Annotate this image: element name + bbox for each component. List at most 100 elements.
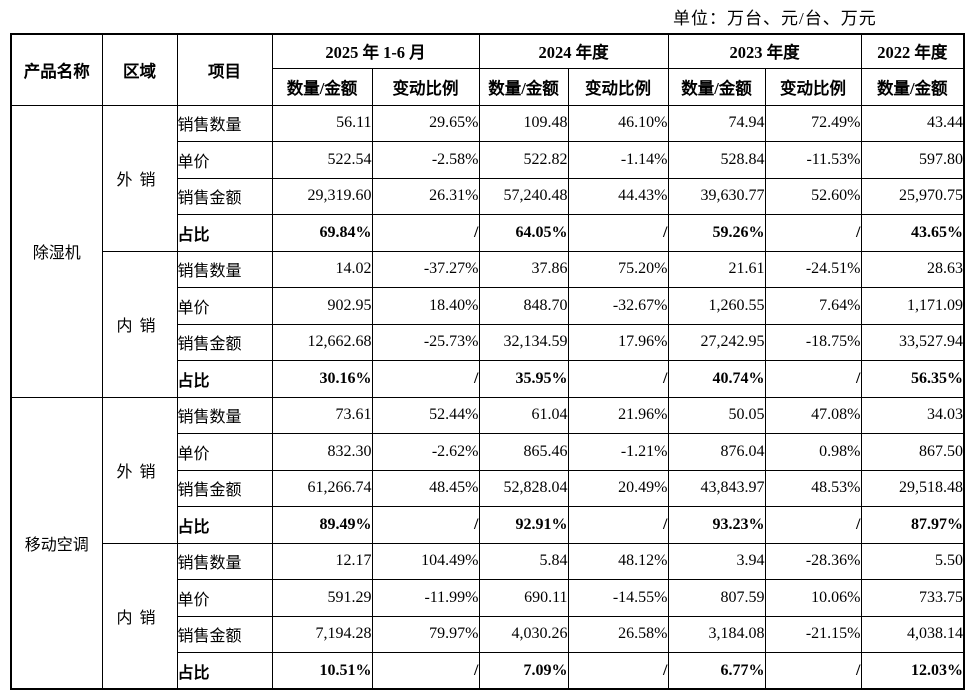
item-label-cell: 占比 [176,360,273,398]
value-cell: 48.53% [764,469,862,507]
unit-label: 单位：万台、元/台、万元 [673,9,877,28]
value-cell: 4,030.26 [478,615,569,653]
value-cell: -25.73% [371,323,480,361]
header-region: 区域 [101,33,178,106]
value-cell: / [567,506,669,544]
value-cell: 33,527.94 [860,323,965,361]
value-cell: -32.67% [567,287,669,325]
value-cell: / [371,506,480,544]
value-cell: 34.03 [860,396,965,434]
value-cell: 832.30 [271,433,373,471]
value-cell: 72.49% [764,104,862,142]
value-cell: -14.55% [567,579,669,617]
value-cell: 43.44 [860,104,965,142]
region-cell: 外销 [101,396,178,544]
value-cell: 3,184.08 [667,615,766,653]
item-label-cell: 单价 [176,141,273,179]
value-cell: / [764,360,862,398]
value-cell: -2.62% [371,433,480,471]
value-cell: 21.96% [567,396,669,434]
value-cell: 52.44% [371,396,480,434]
value-cell: 87.97% [860,506,965,544]
value-cell: 522.54 [271,141,373,179]
region-cell: 外销 [101,104,178,252]
header-2025-amount: 数量/金额 [271,67,373,106]
value-cell: 3.94 [667,542,766,580]
item-label-cell: 销售数量 [176,396,273,434]
table-row: 占比 10.51%/7.09%/6.77%/12.03% [11,652,965,690]
table-row: 销售金额 29,319.60 26.31% 57,240.48 44.43% 39,630… [11,177,965,215]
item-label-cell: 单价 [176,433,273,471]
value-cell: 48.45% [371,469,480,507]
value-cell: 43.65% [860,214,965,252]
value-cell: 59.26% [667,214,766,252]
value-cell: -21.15% [764,615,862,653]
value-cell: 0.98% [764,433,862,471]
header-period-2022: 2022 年度 [860,33,965,69]
value-cell: 902.95 [271,287,373,325]
header-2025-change: 变动比例 [371,67,480,106]
header-period-2025: 2025 年 1-6 月 [271,33,480,69]
header-product: 产品名称 [10,33,103,106]
table-row: 除湿机 外销 销售数量 56.11 29.65% 109.48 46.10% 74.94 72.… [10,104,965,398]
table-row: 单价 902.95 18.40% 848.70 -32.67% 1,260.55 7.64%… [11,287,965,325]
value-cell: / [567,652,669,690]
value-cell: 4,038.14 [860,615,965,653]
value-cell: 25,970.75 [860,177,965,215]
header-2022-amount: 数量/金额 [860,67,965,106]
value-cell: 26.31% [371,177,480,215]
item-label-cell: 销售金额 [176,323,273,361]
value-cell: 46.10% [567,104,669,142]
value-cell: 61.04 [478,396,569,434]
value-cell: 52,828.04 [478,469,569,507]
value-cell: -11.99% [371,579,480,617]
value-cell: 30.16% [271,360,373,398]
value-cell: 1,171.09 [860,287,965,325]
header-period-2023: 2023 年度 [667,33,862,69]
value-cell: 7,194.28 [271,615,373,653]
value-cell: 93.23% [667,506,766,544]
product-name-cell: 移动空调 [10,396,103,690]
value-cell: 50.05 [667,396,766,434]
value-cell: 20.49% [567,469,669,507]
value-cell: 26.58% [567,615,669,653]
value-cell: 6.77% [667,652,766,690]
value-cell: 40.74% [667,360,766,398]
header-2024-amount: 数量/金额 [478,67,569,106]
value-cell: / [371,360,480,398]
value-cell: 32,134.59 [478,323,569,361]
item-label-cell: 占比 [176,214,273,252]
table-row: 单价 832.30 -2.62% 865.46 -1.21% 876.04 0.98% 867… [11,433,965,471]
value-cell: 12.17 [271,542,373,580]
value-cell: -24.51% [764,250,862,288]
value-cell: 876.04 [667,433,766,471]
table-row: 占比 30.16%/35.95%/40.74%/56.35% [11,360,965,398]
value-cell: 1,260.55 [667,287,766,325]
value-cell: / [764,214,862,252]
item-label-cell: 占比 [176,652,273,690]
value-cell: 37.86 [478,250,569,288]
header-2024-change: 变动比例 [567,67,669,106]
value-cell: 48.12% [567,542,669,580]
value-cell: 92.91% [478,506,569,544]
value-cell: 12,662.68 [271,323,373,361]
value-cell: 35.95% [478,360,569,398]
value-cell: 56.35% [860,360,965,398]
value-cell: 39,630.77 [667,177,766,215]
item-label-cell: 占比 [176,506,273,544]
value-cell: / [764,506,862,544]
value-cell: 7.09% [478,652,569,690]
value-cell: 18.40% [371,287,480,325]
value-cell: / [567,214,669,252]
value-cell: 57,240.48 [478,177,569,215]
value-cell: 5.84 [478,542,569,580]
value-cell: 29,518.48 [860,469,965,507]
table-body: 除湿机 外销 销售数量 56.11 29.65% 109.48 46.10% 74.94 72.… [10,104,965,690]
value-cell: 73.61 [271,396,373,434]
value-cell: 12.03% [860,652,965,690]
table-header: 产品名称 区域 项目 2025 年 1-6 月 2024 年度 2023 年度 … [10,33,965,106]
value-cell: 61,266.74 [271,469,373,507]
item-label-cell: 销售数量 [176,542,273,580]
value-cell: 14.02 [271,250,373,288]
sales-data-table: 产品名称 区域 项目 2025 年 1-6 月 2024 年度 2023 年度 … [10,33,965,690]
